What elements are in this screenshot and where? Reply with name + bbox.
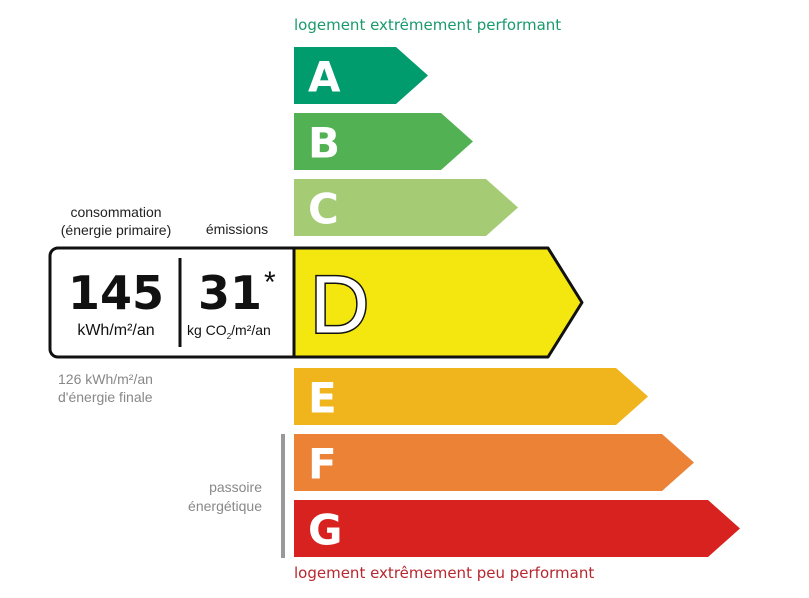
bottom-caption: logement extrêmement peu performant [294,564,595,582]
class-bar-b [294,113,473,170]
consumption-value: 145 [67,266,165,320]
class-letter-e: E [308,374,337,423]
class-letter-a: A [308,53,341,102]
consumption-label: consommation (énergie primaire) [60,204,172,238]
emissions-unit: kg CO2/m²/an [187,322,271,341]
emissions-label: émissions [205,221,269,237]
top-caption: logement extrêmement performant [294,16,562,34]
passoire-label: passoire énergétique [188,479,262,514]
class-bar-d-current [292,246,584,359]
class-bar-g [294,500,740,557]
class-bar-f [294,434,694,491]
class-bar-e [294,368,648,425]
passoire-bracket [281,434,285,558]
final-energy-note: 126 kWh/m²/an d'énergie finale [58,371,153,405]
emissions-value: 31 [198,266,263,320]
class-bar-c [294,179,518,236]
class-letter-b: B [308,119,340,168]
asterisk: * [264,266,276,299]
class-letter-f: F [308,440,337,489]
class-letter-c: C [308,185,339,234]
class-bar-a [294,47,428,104]
consumption-unit: kWh/m²/an [77,322,155,339]
class-letter-current: D [310,260,369,351]
class-letter-g: G [308,506,342,555]
